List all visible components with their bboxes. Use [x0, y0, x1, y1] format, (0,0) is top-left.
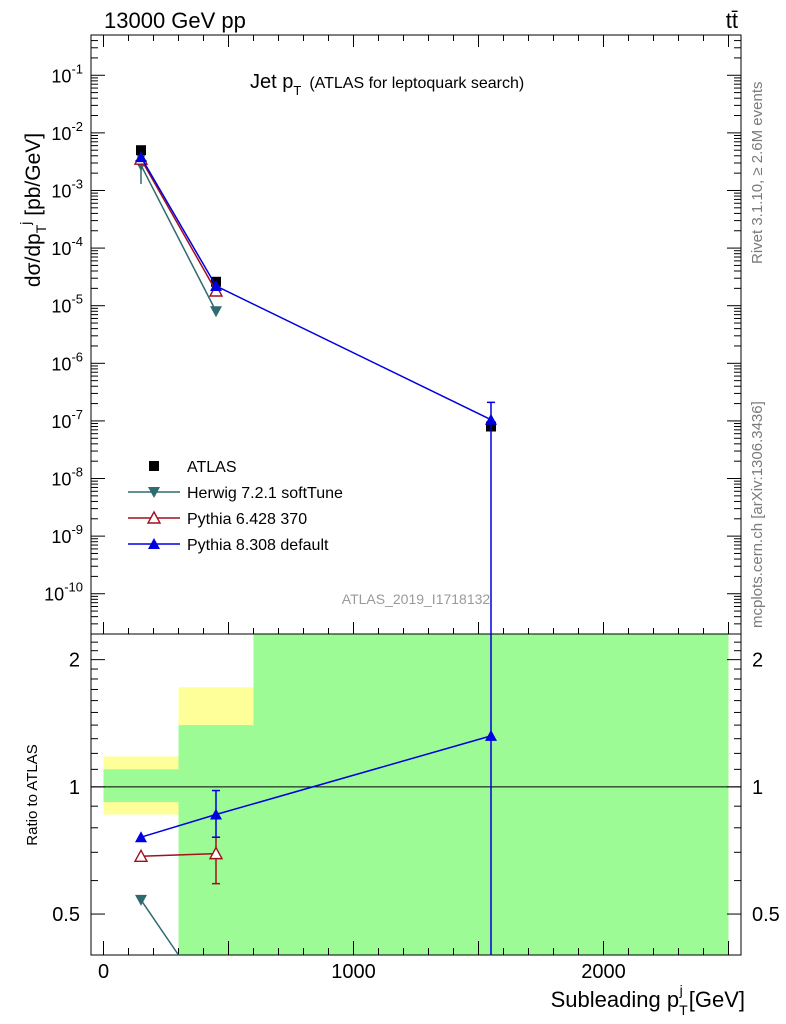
legend-marker — [148, 538, 160, 549]
ratio-line — [140, 899, 180, 956]
data-point — [485, 413, 497, 425]
series-3 — [135, 151, 497, 634]
rivet-label: Rivet 3.1.10, ≥ 2.6M events — [749, 82, 766, 265]
xlabel: Subleading pTj [GeV] — [551, 982, 745, 1018]
main-title-main: Jet p — [250, 71, 293, 93]
x-tick-label: 0 — [98, 961, 109, 983]
y-tick-label: 10-1 — [51, 61, 83, 86]
y-tick-label: 10-6 — [51, 349, 83, 374]
legend-label: Pythia 6.428 370 — [187, 511, 307, 528]
ratio-point — [135, 831, 147, 843]
svg-text:dσ/dpTj [pb/GeV]: dσ/dpTj [pb/GeV] — [17, 133, 49, 287]
main-ylabel: dσ/dpTj [pb/GeV] — [17, 133, 49, 287]
ratio-y-tick-label: 0.5 — [52, 904, 80, 926]
legend-marker — [146, 510, 162, 524]
ratio-series-0 — [135, 894, 180, 956]
data-point — [135, 151, 147, 163]
legend-marker — [148, 487, 160, 498]
legend-label: Herwig 7.2.1 softTune — [187, 485, 343, 502]
legend-label: Pythia 8.308 default — [187, 537, 329, 554]
y-tick-label: 10-5 — [51, 292, 83, 317]
y-tick-label: 10-9 — [51, 522, 83, 547]
series-0 — [136, 145, 496, 432]
main-title-sub: T — [293, 83, 301, 98]
ratio-series-2 — [135, 634, 497, 955]
ratio-point — [208, 846, 224, 860]
watermark: ATLAS_2019_I1718132 — [342, 591, 491, 607]
legend-marker — [149, 461, 159, 471]
series-line — [140, 156, 492, 421]
legend-label: ATLAS — [187, 459, 237, 476]
y-tick-label: 10-8 — [51, 465, 83, 490]
ratio-point — [135, 894, 147, 906]
uncertainty-band-green — [103, 769, 179, 803]
ratio-ylabel: Ratio to ATLAS — [24, 744, 41, 845]
x-tick-label: 2000 — [581, 961, 626, 983]
legend: ATLAS Herwig 7.2.1 softTune Pythia 6.428 3… — [128, 459, 343, 554]
ratio-y-tick-label-right: 0.5 — [752, 904, 780, 926]
main-title-rest: (ATLAS for leptoquark search) — [309, 75, 524, 92]
series-1 — [135, 155, 222, 318]
header-left: 13000 GeV pp — [104, 8, 246, 33]
data-point — [210, 279, 222, 291]
xlabel-sup: j — [679, 982, 683, 998]
ratio-y-tick-label-right: 2 — [752, 650, 763, 672]
y-tick-label: 10-7 — [51, 407, 83, 432]
y-tick-label: 10-3 — [51, 176, 83, 201]
ratio-frame — [90, 633, 742, 956]
ratio-point — [485, 729, 497, 741]
ratio-y-tick-label: 1 — [69, 777, 80, 799]
y-tick-label: 10-4 — [51, 234, 83, 259]
ratio-y-tick-label-right: 1 — [752, 777, 763, 799]
data-point — [136, 145, 146, 156]
mcplots-label: mcplots.cern.ch [arXiv:1306.3436] — [749, 401, 766, 628]
ratio-panel: 0.5 0.5 1 1 2 2 0 1000 2000 — [52, 633, 780, 983]
header-right: tt̄ — [726, 8, 738, 33]
y-tick-label: 10-10 — [44, 580, 83, 605]
data-point — [210, 306, 222, 318]
xlabel-main: Subleading p — [551, 987, 679, 1012]
xlabel-sub: T — [679, 1002, 688, 1018]
main-title: Jet pT (ATLAS for leptoquark search) — [250, 71, 524, 98]
y-tick-label: 10-2 — [51, 119, 83, 144]
ratio-line — [140, 852, 217, 858]
ratio-series-1 — [133, 836, 224, 885]
x-tick-label: 1000 — [331, 961, 376, 983]
series-line — [140, 158, 217, 292]
ratio-point — [133, 848, 149, 862]
ratio-y-tick-label: 2 — [69, 650, 80, 672]
ratio-point — [210, 808, 222, 820]
xlabel-unit: [GeV] — [689, 987, 745, 1012]
series-line — [140, 164, 217, 312]
